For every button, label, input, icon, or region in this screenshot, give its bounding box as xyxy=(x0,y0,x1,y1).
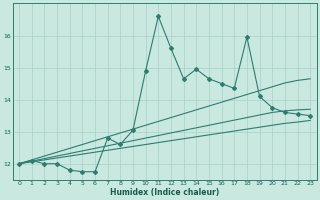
X-axis label: Humidex (Indice chaleur): Humidex (Indice chaleur) xyxy=(110,188,219,197)
